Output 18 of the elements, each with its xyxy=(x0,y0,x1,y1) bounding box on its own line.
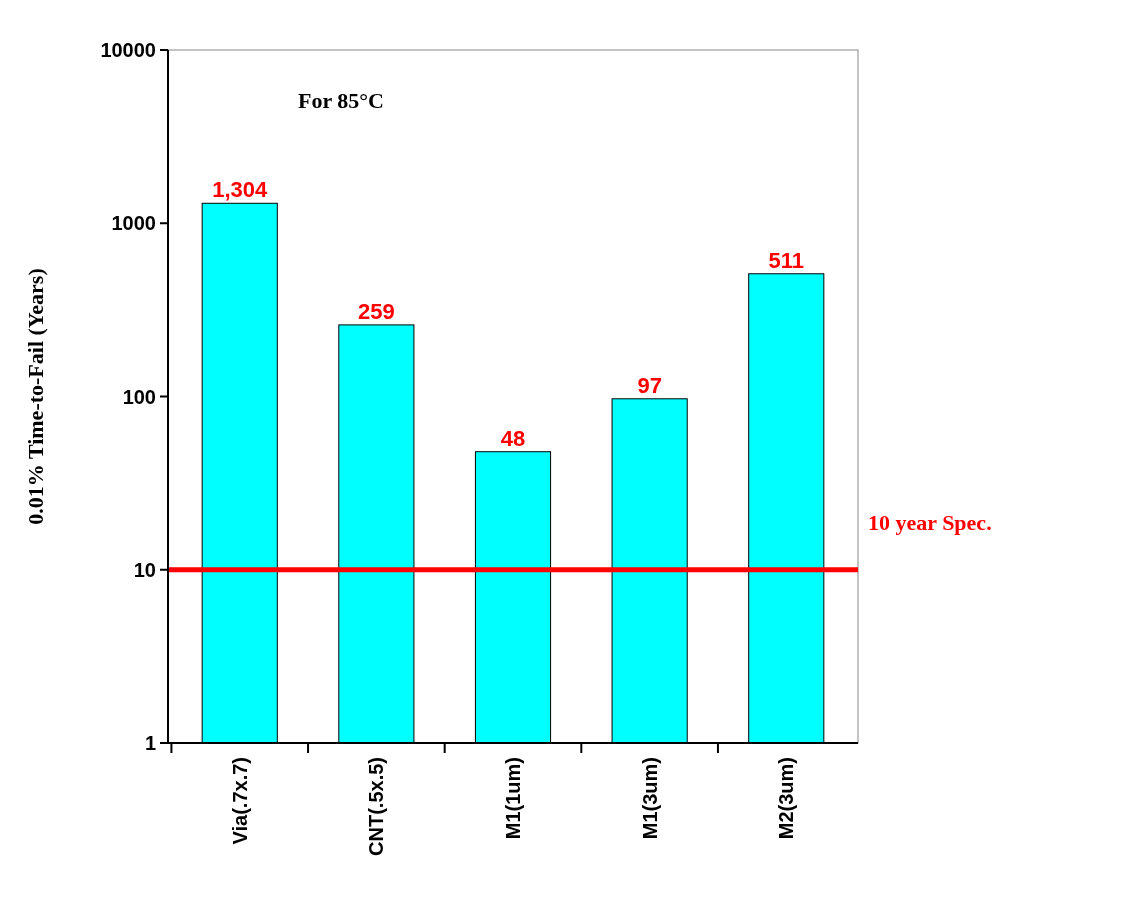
x-tick-label: M2(3um) xyxy=(775,757,798,840)
data-label: 259 xyxy=(358,298,395,324)
y-tick-label: 1000 xyxy=(111,212,156,235)
data-label: 1,304 xyxy=(212,177,269,203)
x-tick-label: CNT(.5x.5) xyxy=(365,757,388,856)
text: For 85°C xyxy=(298,88,384,113)
data-label: 511 xyxy=(768,247,805,273)
y-axis-title: 0.01% Time-to-Fail (Years) xyxy=(23,268,48,525)
data-label: 48 xyxy=(500,425,526,451)
x-tick-label: Via(.7x.7) xyxy=(228,757,251,845)
data-label: 97 xyxy=(637,372,662,398)
x-tick-label: M1(3um) xyxy=(638,757,661,840)
y-tick-label: 1 xyxy=(144,732,156,754)
y-tick-label: 10 xyxy=(133,558,156,581)
y-tick-label: 100 xyxy=(122,385,156,408)
x-tick-label: M1(1um) xyxy=(502,757,524,840)
y-tick-label: 10000 xyxy=(100,39,156,61)
ref-line-label: 10 year Spec. xyxy=(868,509,992,535)
